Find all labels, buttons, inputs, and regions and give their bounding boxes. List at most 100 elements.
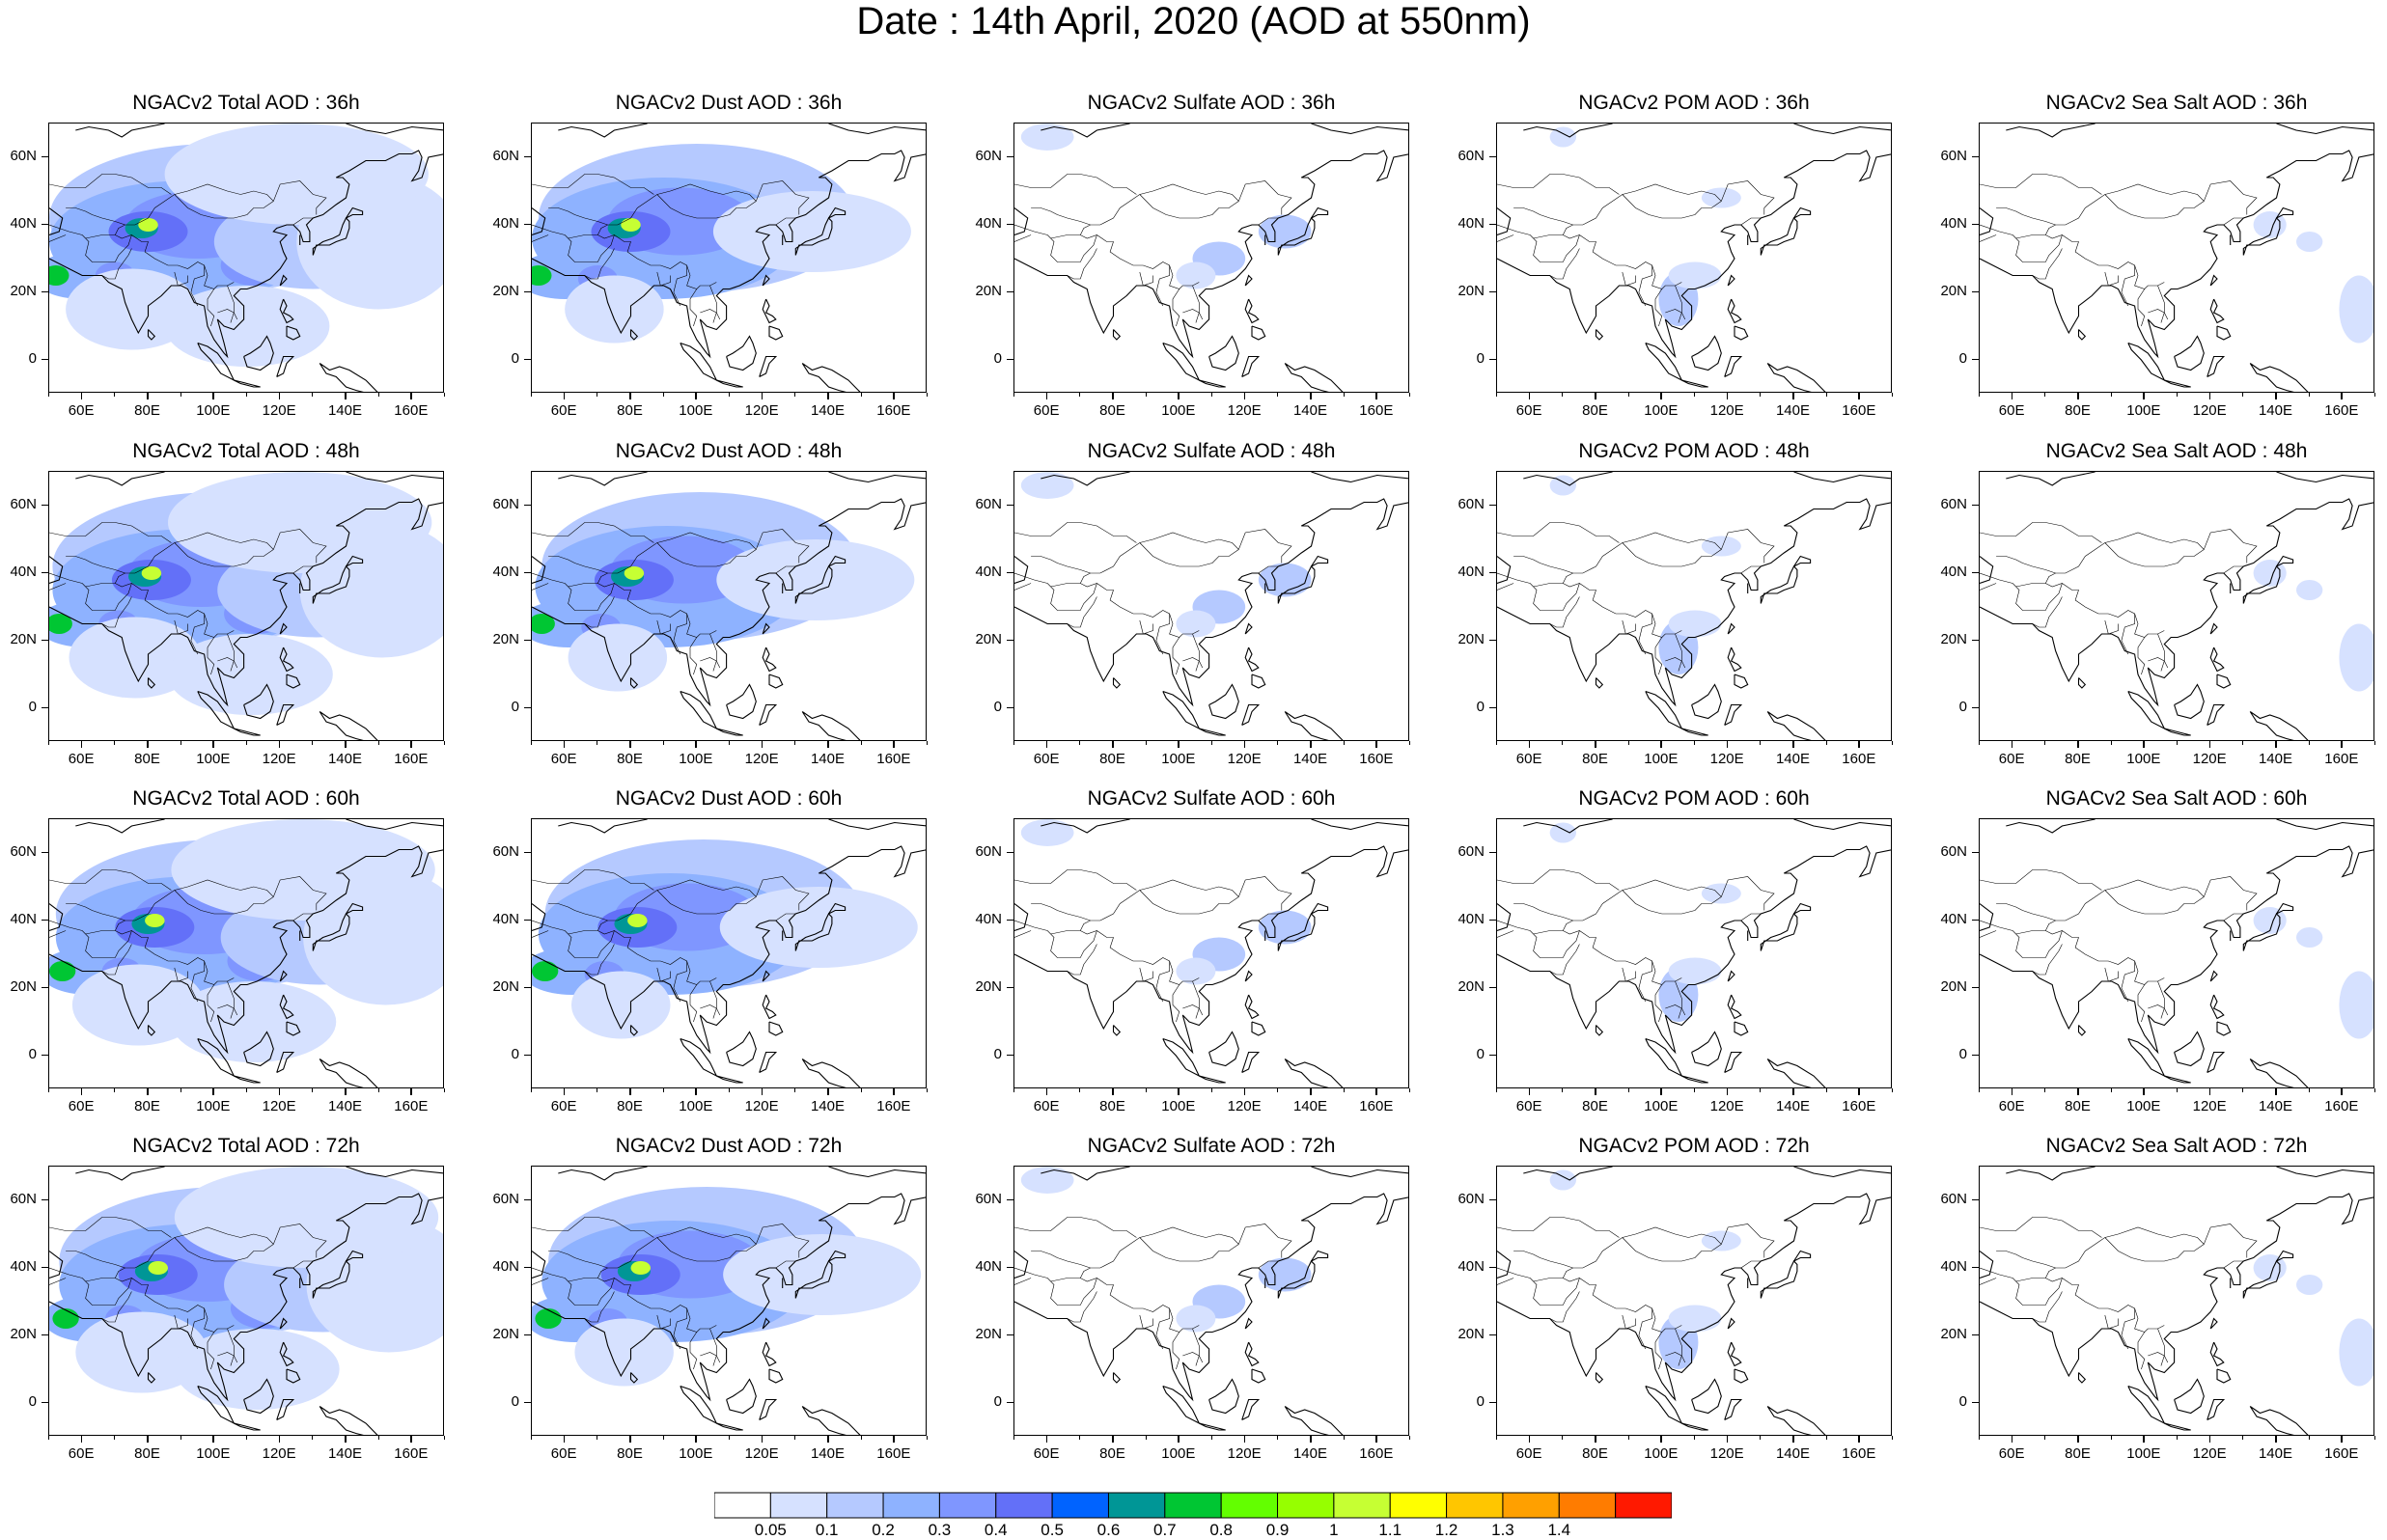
country-border [1014,224,1051,239]
country-border [292,217,314,226]
country-border [1622,619,1636,635]
coastline [801,363,861,392]
country-border [217,1352,238,1363]
country-border [568,1278,717,1333]
coastline [768,325,784,341]
lon-tick-label: 120E [262,1445,296,1462]
coastline [279,1317,288,1330]
lat-tick-label: 0 [1476,699,1485,715]
minor-tick [2308,1088,2310,1092]
country-border [174,1314,188,1330]
minor-tick [1375,1088,1377,1092]
map-frame [48,471,444,741]
minor-tick [827,1436,829,1440]
aod-contour [1668,610,1722,638]
country-border [1258,565,1279,574]
country-border [1139,967,1153,982]
country-border [1654,984,1663,1023]
minor-tick [1343,1436,1345,1440]
lat-tick [1007,1266,1013,1268]
minor-tick [312,1088,314,1092]
country-border [1139,619,1153,635]
country-border [1497,869,1620,891]
coastline [147,1372,156,1384]
coastline [2276,555,2294,567]
coastline [1523,819,1613,834]
coastline [1277,913,1316,951]
map-panel-total-60h: NGACv2 Total AOD : 60h 60N 40N 20N 0 60E 80E 10… [10,787,445,1114]
coastline [532,498,926,707]
country-border [1622,890,1722,915]
coastline [1497,903,1512,932]
map-panel-sulfate-36h: NGACv2 Sulfate AOD : 36h 60N 40N 20N 0 60E 80E… [975,92,1410,419]
lon-tick-label: 80E [617,751,643,767]
country-border [1622,1314,1636,1330]
country-border [1980,224,2016,239]
coastline [1727,274,1735,287]
minor-tick [2308,393,2310,397]
country-border [66,556,125,574]
country-border [190,1308,205,1350]
minor-tick [1825,1088,1827,1092]
minor-tick [444,1088,445,1092]
minor-tick [444,393,445,397]
lon-tick-label: 60E [68,751,95,767]
coastline [1645,342,1683,382]
country-border [1513,556,1573,574]
country-border [1533,234,1682,289]
aod-contour [1176,261,1216,289]
lon-tick-label: 140E [1775,1098,1811,1114]
minor-tick [246,741,247,745]
country-border [85,1278,235,1333]
lat-tick-label: 40N [10,215,37,232]
minor-tick [1079,1088,1081,1092]
coastline [2249,711,2309,740]
minor-tick [2242,1088,2244,1092]
country-border [227,980,235,1019]
coastline [1311,472,1408,483]
minor-tick [1013,741,1014,745]
minor-tick [1409,741,1410,745]
minor-tick [114,741,116,745]
colorbar-swatch [1107,1492,1166,1519]
country-border [1172,289,1180,327]
minor-tick [2143,393,2145,397]
lat-tick-label: 60N [492,148,519,164]
map-frame [1013,123,1409,393]
country-border [174,194,274,219]
minor-tick [1825,741,1827,745]
panel-title: NGACv2 Sea Salt AOD : 36h [2045,92,2308,114]
country-border [1980,1278,1997,1285]
aod-contour [164,286,330,367]
lat-tick-label: 60N [1457,1191,1485,1207]
coastline [680,690,718,730]
lat-tick-label: 40N [1457,1258,1485,1275]
country-border [1258,217,1279,226]
coastline [49,207,64,236]
lat-tick-label: 40N [10,911,37,927]
aod-contour [1668,261,1722,289]
coastline [828,902,847,915]
minor-tick [180,741,181,745]
panel-title: NGACv2 Sulfate AOD : 36h [1087,92,1336,114]
lat-tick-label: 40N [492,911,519,927]
aod-contour [2296,927,2323,948]
country-border [584,944,615,976]
country-border [190,961,205,1003]
lat-tick [42,358,48,360]
aod-map [49,124,443,392]
country-border [1182,1352,1204,1363]
minor-tick [927,1436,928,1440]
country-border [1050,930,1200,985]
minor-tick [1375,1436,1377,1440]
colorbar-label: 0.9 [1265,1521,1290,1539]
lat-tick-label: 0 [511,699,519,715]
coastline [726,683,757,720]
lat-tick [524,504,531,506]
coastline [2006,1167,2096,1181]
aod-contour [723,1234,922,1315]
lon-tick-label: 60E [1515,751,1542,767]
lon-tick-label: 80E [1582,402,1608,419]
minor-tick [1727,741,1729,745]
coastline [1241,703,1261,726]
